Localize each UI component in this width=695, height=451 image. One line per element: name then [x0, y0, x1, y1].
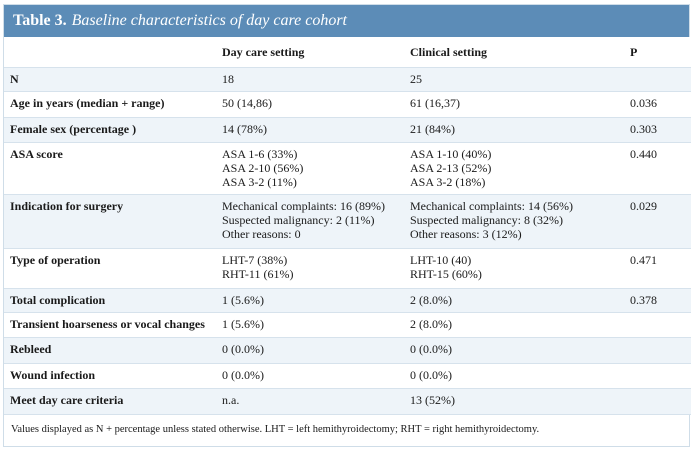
table-row: ASA score ASA 1-6 (33%) ASA 2-10 (56%) ASA … [4, 142, 691, 195]
daycare-value: 14 (78%) [222, 122, 267, 136]
clinical-value: Other reasons: 3 (12%) [410, 227, 522, 241]
clinical-value: LHT-10 (40) [410, 253, 472, 267]
header-cell-daycare: Day care setting [216, 37, 404, 68]
row-label: Indication for surgery [4, 194, 216, 249]
table-row: Age in years (median + range) 50 (14,86) 6… [4, 91, 691, 118]
daycare-value: ASA 2-10 (56%) [222, 161, 304, 175]
clinical-value: 13 (52%) [410, 393, 455, 407]
p-value-cell [624, 67, 691, 92]
daycare-cell: LHT-7 (38%) RHT-11 (61%) [216, 248, 404, 289]
clinical-value: 61 (16,37) [410, 96, 460, 110]
daycare-cell: Mechanical complaints: 16 (89%) Suspected… [216, 194, 404, 249]
row-label: Meet day care criteria [4, 388, 216, 415]
p-value-cell [624, 363, 691, 389]
p-value-cell: 0.036 [624, 91, 691, 118]
daycare-value: 1 (5.6%) [222, 293, 264, 307]
row-label: Type of operation [4, 248, 216, 289]
clinical-value: RHT-15 (60%) [410, 267, 482, 281]
clinical-cell: 25 [404, 67, 624, 92]
clinical-value: Mechanical complaints: 14 (56%) [410, 199, 573, 213]
clinical-value: Suspected malignancy: 8 (32%) [410, 213, 563, 227]
clinical-cell: 61 (16,37) [404, 91, 624, 118]
daycare-value: Other reasons: 0 [222, 227, 301, 241]
daycare-cell: 14 (78%) [216, 117, 404, 143]
table-row: Meet day care criteria n.a. 13 (52%) [4, 388, 691, 415]
clinical-value: 25 [410, 72, 422, 86]
row-label: Rebleed [4, 337, 216, 364]
row-label: Age in years (median + range) [4, 91, 216, 118]
clinical-cell: 2 (8.0%) [404, 312, 624, 338]
p-value-cell [624, 312, 691, 338]
daycare-value: ASA 1-6 (33%) [222, 147, 298, 161]
table-label: Table 3. [13, 12, 67, 29]
clinical-value: ASA 3-2 (18%) [410, 175, 486, 189]
table-caption: Baseline characteristics of day care coh… [71, 12, 347, 29]
clinical-cell: 0 (0.0%) [404, 363, 624, 389]
daycare-cell: 0 (0.0%) [216, 363, 404, 389]
clinical-value: 2 (8.0%) [410, 293, 452, 307]
daycare-value: RHT-11 (61%) [222, 267, 294, 281]
p-value-cell [624, 388, 691, 415]
table-frame: Table 3. Baseline characteristics of day… [3, 4, 691, 447]
table-row: N 18 25 [4, 67, 691, 92]
daycare-cell: 1 (5.6%) [216, 312, 404, 338]
header-cell-clinical: Clinical setting [404, 37, 624, 68]
row-label: ASA score [4, 142, 216, 195]
header-cell-p: P [624, 37, 691, 68]
clinical-cell: 13 (52%) [404, 388, 624, 415]
daycare-cell: 0 (0.0%) [216, 337, 404, 364]
p-value-cell: 0.378 [624, 288, 691, 313]
daycare-value: 18 [222, 72, 234, 86]
daycare-value: 0 (0.0%) [222, 342, 264, 356]
daycare-cell: 50 (14,86) [216, 91, 404, 118]
daycare-cell: 1 (5.6%) [216, 288, 404, 313]
p-value-cell: 0.303 [624, 117, 691, 143]
clinical-value: 2 (8.0%) [410, 317, 452, 331]
clinical-cell: 2 (8.0%) [404, 288, 624, 313]
p-value-cell: 0.029 [624, 194, 691, 249]
daycare-cell: n.a. [216, 388, 404, 415]
table-row: Female sex (percentage ) 14 (78%) 21 (84%)… [4, 117, 691, 143]
daycare-value: Mechanical complaints: 16 (89%) [222, 199, 385, 213]
table-footnote: Values displayed as N + percentage unles… [11, 424, 540, 435]
daycare-value: 1 (5.6%) [222, 317, 264, 331]
table-row: Indication for surgery Mechanical complai… [4, 194, 691, 249]
clinical-value: 0 (0.0%) [410, 342, 452, 356]
clinical-cell: ASA 1-10 (40%) ASA 2-13 (52%) ASA 3-2 (18%… [404, 142, 624, 195]
daycare-value: n.a. [222, 393, 240, 407]
daycare-cell: ASA 1-6 (33%) ASA 2-10 (56%) ASA 3-2 (11%) [216, 142, 404, 195]
clinical-cell: LHT-10 (40) RHT-15 (60%) [404, 248, 624, 289]
table-row: Transient hoarseness or vocal changes 1 (… [4, 312, 691, 338]
clinical-value: ASA 1-10 (40%) [410, 147, 492, 161]
clinical-cell: 0 (0.0%) [404, 337, 624, 364]
header-cell-empty [4, 37, 216, 68]
daycare-cell: 18 [216, 67, 404, 92]
clinical-value: 0 (0.0%) [410, 368, 452, 382]
p-value-cell [624, 337, 691, 364]
daycare-value: Suspected malignancy: 2 (11%) [222, 213, 375, 227]
table-title-bar: Table 3. Baseline characteristics of day… [4, 5, 689, 37]
row-label: N [4, 67, 216, 92]
table-row: Wound infection 0 (0.0%) 0 (0.0%) [4, 363, 691, 389]
daycare-value: 50 (14,86) [222, 96, 272, 110]
p-value-cell: 0.471 [624, 248, 691, 289]
table-row: Type of operation LHT-7 (38%) RHT-11 (61%)… [4, 248, 691, 289]
row-label: Transient hoarseness or vocal changes [4, 312, 216, 338]
table-header-row: Day care setting Clinical setting P [4, 37, 691, 68]
clinical-cell: 21 (84%) [404, 117, 624, 143]
daycare-value: ASA 3-2 (11%) [222, 175, 297, 189]
clinical-value: ASA 2-13 (52%) [410, 161, 492, 175]
row-label: Female sex (percentage ) [4, 117, 216, 143]
clinical-value: 21 (84%) [410, 122, 455, 136]
daycare-value: LHT-7 (38%) [222, 253, 288, 267]
baseline-table: Day care setting Clinical setting P N 18 2… [4, 37, 691, 415]
clinical-cell: Mechanical complaints: 14 (56%) Suspected… [404, 194, 624, 249]
row-label: Total complication [4, 288, 216, 313]
p-value-cell: 0.440 [624, 142, 691, 195]
table-row: Total complication 1 (5.6%) 2 (8.0%) 0.378 [4, 288, 691, 313]
table-row: Rebleed 0 (0.0%) 0 (0.0%) [4, 337, 691, 364]
row-label: Wound infection [4, 363, 216, 389]
daycare-value: 0 (0.0%) [222, 368, 264, 382]
